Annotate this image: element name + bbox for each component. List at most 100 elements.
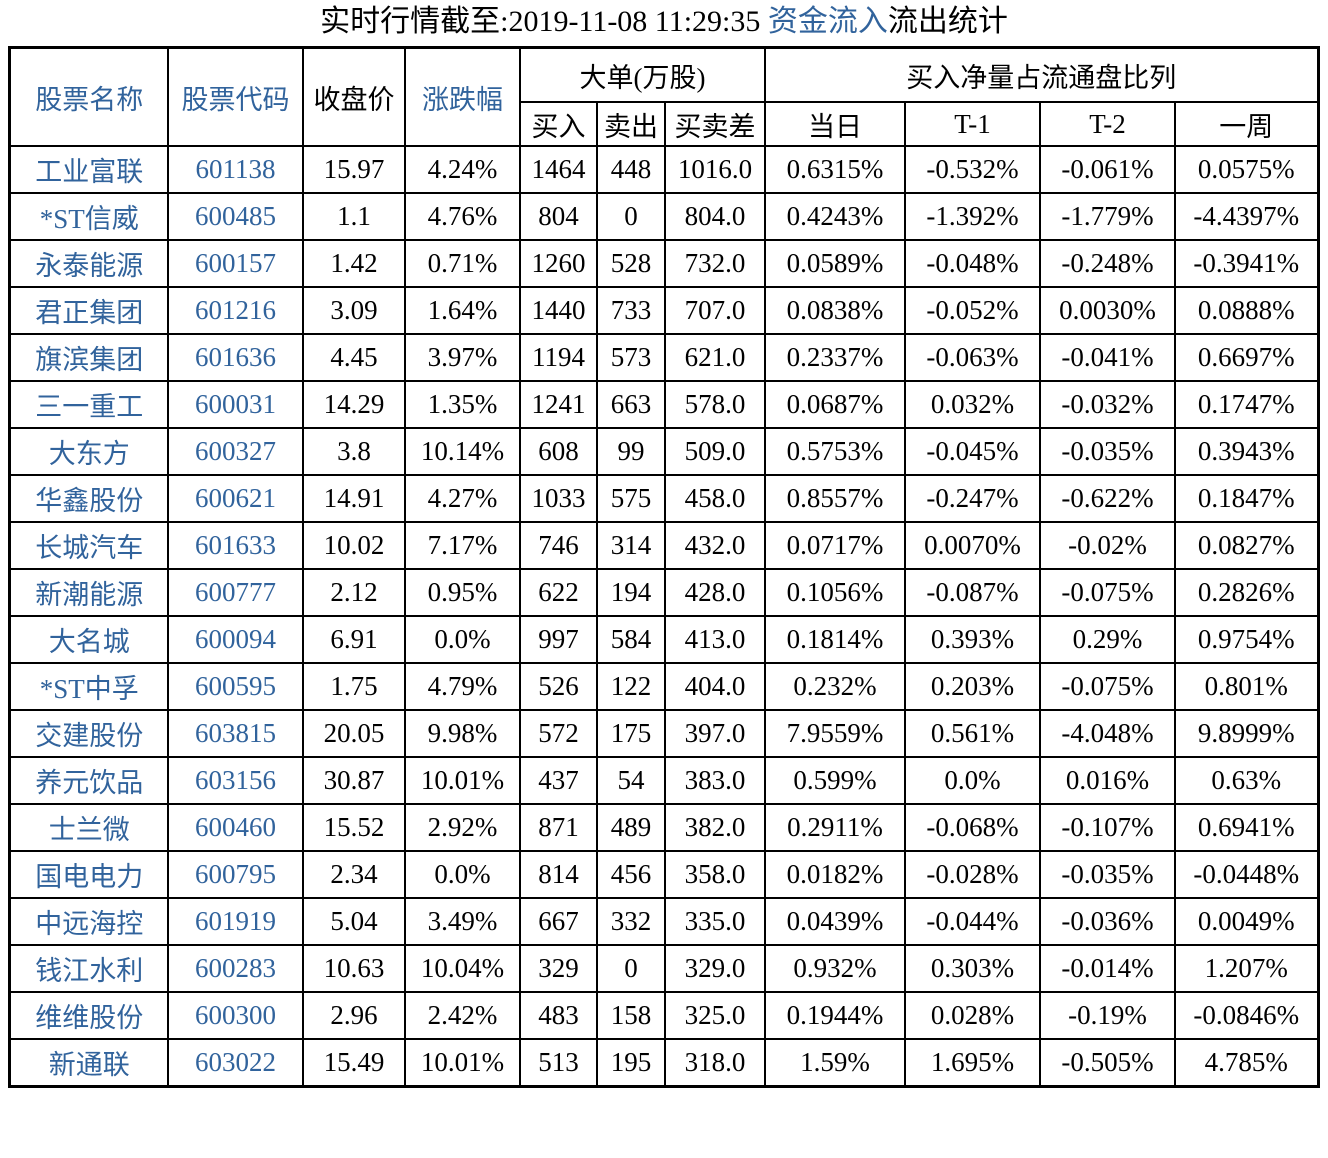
col-header-today: 当日: [764, 101, 906, 147]
close-price-cell: 3.8: [301, 427, 406, 476]
t1-cell: -0.247%: [904, 474, 1041, 523]
buy-sell-diff-cell: 358.0: [663, 850, 767, 899]
week-cell: 0.0888%: [1174, 286, 1319, 335]
t2-cell: -1.779%: [1039, 192, 1176, 241]
sell-cell: 584: [595, 615, 666, 664]
t1-cell: -0.087%: [904, 568, 1041, 617]
close-price-cell: 14.29: [301, 380, 406, 429]
sell-cell: 575: [595, 474, 666, 523]
today-cell: 0.599%: [764, 756, 906, 805]
today-cell: 0.6315%: [764, 145, 906, 194]
stock-name-cell: 三一重工: [8, 380, 169, 429]
sell-cell: 158: [595, 991, 666, 1040]
sell-cell: 54: [595, 756, 666, 805]
today-cell: 0.932%: [764, 944, 906, 993]
today-cell: 0.232%: [764, 662, 906, 711]
buy-sell-diff-cell: 707.0: [663, 286, 767, 335]
change-pct-cell: 4.79%: [403, 662, 521, 711]
change-pct-cell: 3.49%: [403, 897, 521, 946]
week-cell: 0.6941%: [1174, 803, 1319, 852]
col-header-buy-sell-diff: 买卖差: [663, 101, 767, 147]
buy-cell: 814: [518, 850, 598, 899]
stock-code-cell: 600795: [166, 850, 304, 899]
stock-code-cell: 600485: [166, 192, 304, 241]
stock-name-cell: 维维股份: [8, 991, 169, 1040]
stock-code-cell: 600460: [166, 803, 304, 852]
change-pct-cell: 10.01%: [403, 1038, 521, 1088]
table-row: 中远海控 601919 5.04 3.49% 667 332 335.0 0.0439% -0.…: [8, 897, 1319, 946]
buy-cell: 667: [518, 897, 598, 946]
buy-sell-diff-cell: 404.0: [663, 662, 767, 711]
table-row: *ST中孚 600595 1.75 4.79% 526 122 404.0 0.232% 0.2…: [8, 662, 1319, 711]
t2-cell: -0.622%: [1039, 474, 1176, 523]
t2-cell: -0.036%: [1039, 897, 1176, 946]
t2-cell: -0.505%: [1039, 1038, 1176, 1088]
week-cell: -4.4397%: [1174, 192, 1319, 241]
change-pct-cell: 3.97%: [403, 333, 521, 382]
col-header-change-pct: 涨跌幅: [403, 46, 521, 147]
change-pct-cell: 10.14%: [403, 427, 521, 476]
today-cell: 0.2911%: [764, 803, 906, 852]
t2-cell: -0.19%: [1039, 991, 1176, 1040]
table-row: 永泰能源 600157 1.42 0.71% 1260 528 732.0 0.0589% -0…: [8, 239, 1319, 288]
stock-name-cell: 大名城: [8, 615, 169, 664]
t1-cell: 0.393%: [904, 615, 1041, 664]
table-row: 工业富联 601138 15.97 4.24% 1464 448 1016.0 0.6315%…: [8, 145, 1319, 194]
buy-cell: 483: [518, 991, 598, 1040]
close-price-cell: 14.91: [301, 474, 406, 523]
close-price-cell: 20.05: [301, 709, 406, 758]
t1-cell: 0.028%: [904, 991, 1041, 1040]
close-price-cell: 3.09: [301, 286, 406, 335]
buy-cell: 437: [518, 756, 598, 805]
stock-code-cell: 601633: [166, 521, 304, 570]
t2-cell: -0.032%: [1039, 380, 1176, 429]
buy-cell: 1260: [518, 239, 598, 288]
stock-code-cell: 601216: [166, 286, 304, 335]
table-row: 旗滨集团 601636 4.45 3.97% 1194 573 621.0 0.2337% -0…: [8, 333, 1319, 382]
t2-cell: -0.041%: [1039, 333, 1176, 382]
table-row: *ST信威 600485 1.1 4.76% 804 0 804.0 0.4243% -1.39…: [8, 192, 1319, 241]
sell-cell: 332: [595, 897, 666, 946]
stock-name-cell: 新通联: [8, 1038, 169, 1088]
stock-code-cell: 600327: [166, 427, 304, 476]
stock-code-cell: 600777: [166, 568, 304, 617]
t2-cell: 0.016%: [1039, 756, 1176, 805]
buy-cell: 804: [518, 192, 598, 241]
table-row: 长城汽车 601633 10.02 7.17% 746 314 432.0 0.0717% 0.…: [8, 521, 1319, 570]
stock-name-cell: 工业富联: [8, 145, 169, 194]
change-pct-cell: 0.0%: [403, 615, 521, 664]
sell-cell: 448: [595, 145, 666, 194]
buy-cell: 1194: [518, 333, 598, 382]
stock-name-cell: 华鑫股份: [8, 474, 169, 523]
buy-cell: 746: [518, 521, 598, 570]
sell-cell: 195: [595, 1038, 666, 1088]
change-pct-cell: 9.98%: [403, 709, 521, 758]
close-price-cell: 10.02: [301, 521, 406, 570]
change-pct-cell: 4.76%: [403, 192, 521, 241]
table-row: 三一重工 600031 14.29 1.35% 1241 663 578.0 0.0687% 0…: [8, 380, 1319, 429]
table-body: 工业富联 601138 15.97 4.24% 1464 448 1016.0 0.6315%…: [8, 145, 1319, 1088]
buy-sell-diff-cell: 578.0: [663, 380, 767, 429]
buy-sell-diff-cell: 621.0: [663, 333, 767, 382]
today-cell: 0.1056%: [764, 568, 906, 617]
week-cell: -0.0448%: [1174, 850, 1319, 899]
week-cell: 0.0049%: [1174, 897, 1319, 946]
buy-sell-diff-cell: 329.0: [663, 944, 767, 993]
stock-name-cell: 国电电力: [8, 850, 169, 899]
week-cell: 1.207%: [1174, 944, 1319, 993]
stock-code-cell: 600595: [166, 662, 304, 711]
change-pct-cell: 1.64%: [403, 286, 521, 335]
sell-cell: 456: [595, 850, 666, 899]
week-cell: 0.2826%: [1174, 568, 1319, 617]
col-header-week: 一周: [1174, 101, 1319, 147]
t2-cell: -0.248%: [1039, 239, 1176, 288]
buy-cell: 997: [518, 615, 598, 664]
stock-code-cell: 600094: [166, 615, 304, 664]
t1-cell: -0.052%: [904, 286, 1041, 335]
stock-name-cell: 大东方: [8, 427, 169, 476]
t1-cell: 0.0%: [904, 756, 1041, 805]
week-cell: 0.9754%: [1174, 615, 1319, 664]
t2-cell: -0.02%: [1039, 521, 1176, 570]
buy-cell: 622: [518, 568, 598, 617]
